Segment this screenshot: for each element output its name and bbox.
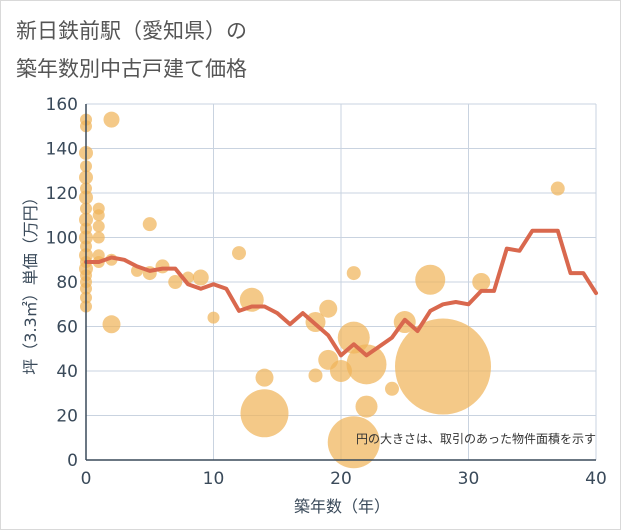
- y-tick-label: 60: [56, 318, 78, 338]
- x-tick-label: 10: [203, 469, 225, 489]
- bubble-point: [232, 246, 246, 261]
- bubble-point: [192, 269, 209, 286]
- bubble-point: [327, 416, 380, 469]
- bubble-point: [142, 217, 157, 232]
- bubble-point: [92, 220, 105, 233]
- bubble-point: [346, 266, 361, 281]
- x-tick-label: 20: [330, 469, 352, 489]
- x-tick-label: 40: [585, 469, 607, 489]
- bubble-point: [92, 231, 105, 244]
- chart-title-line-2: 築年数別中古戸建て価格: [16, 57, 247, 81]
- y-tick-label: 160: [46, 95, 78, 115]
- y-tick-label: 0: [67, 451, 78, 471]
- y-tick-label: 120: [46, 184, 78, 204]
- bubble-size-note: 円の大きさは、取引のあった物件面積を示す: [356, 431, 596, 446]
- y-tick-label: 140: [46, 140, 78, 160]
- axes: [85, 104, 596, 461]
- chart-title-line-1: 新日鉄前駅（愛知県）の: [16, 19, 247, 43]
- bubble-point: [207, 311, 220, 324]
- bubble-point: [472, 273, 491, 291]
- bubble-point: [385, 381, 399, 396]
- grid-lines: [85, 103, 597, 461]
- bubble-point: [319, 299, 338, 318]
- bubble-point: [168, 275, 183, 289]
- average-line-series: [84, 228, 598, 358]
- y-axis-label: 坪（3.3㎡）単価（万円）: [21, 189, 40, 374]
- y-axis-ticks: 0 20 40 60 80 100 120 140 160: [46, 95, 78, 471]
- bubble-point: [415, 264, 446, 295]
- bubble-point: [330, 360, 352, 382]
- bubble-point: [395, 318, 491, 415]
- bubble-point: [103, 111, 120, 128]
- x-tick-label: 0: [81, 469, 92, 489]
- y-tick-label: 80: [56, 273, 78, 293]
- bubble-point: [550, 181, 565, 196]
- bubble-point: [92, 209, 105, 222]
- x-axis-ticks: 0 10 20 30 40: [81, 469, 607, 489]
- bubble-point: [240, 389, 289, 438]
- x-tick-label: 30: [458, 469, 480, 489]
- x-axis-label: 築年数（年）: [294, 497, 390, 516]
- bubble-point: [346, 344, 387, 385]
- y-tick-label: 100: [46, 229, 78, 249]
- bubble-point: [355, 395, 378, 418]
- bubble-point: [308, 368, 323, 383]
- bubble-point: [255, 368, 274, 387]
- y-tick-label: 40: [56, 362, 78, 382]
- average-price-line: [84, 228, 598, 358]
- bubble-series: [79, 111, 565, 469]
- y-tick-label: 20: [56, 407, 78, 427]
- bubble-point: [102, 315, 121, 334]
